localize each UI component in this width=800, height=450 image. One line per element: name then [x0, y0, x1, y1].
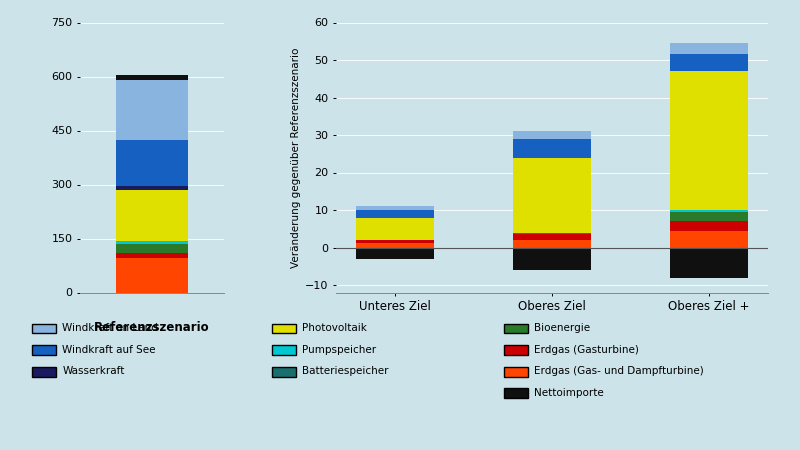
Bar [116, 80, 188, 140]
Text: Nettoimporte: Nettoimporte [534, 388, 604, 398]
Bar [116, 190, 188, 241]
Bar [116, 186, 188, 190]
Bar [116, 140, 188, 186]
Bar [116, 244, 188, 253]
Bar [670, 248, 748, 278]
Text: Erdgas (Gas- und Dampfturbine): Erdgas (Gas- und Dampfturbine) [534, 366, 704, 376]
Bar [356, 248, 434, 259]
Bar [356, 206, 434, 210]
Text: Windkraft an Land: Windkraft an Land [62, 323, 158, 333]
Bar [670, 212, 748, 221]
Bar [513, 248, 591, 270]
Bar [356, 240, 434, 243]
Bar [670, 210, 748, 212]
Bar [513, 139, 591, 158]
Bar [670, 43, 748, 54]
Bar [670, 71, 748, 210]
Text: Windkraft auf See: Windkraft auf See [62, 345, 156, 355]
Y-axis label: Veränderung gegenüber Referenzszenario: Veränderung gegenüber Referenzszenario [291, 47, 301, 268]
Text: Wasserkraft: Wasserkraft [62, 366, 125, 376]
Text: Pumpspeicher: Pumpspeicher [302, 345, 377, 355]
Bar [513, 234, 591, 240]
Bar [513, 240, 591, 248]
Bar [513, 131, 591, 139]
Bar [116, 258, 188, 292]
Bar [116, 253, 188, 258]
Text: Bioenergie: Bioenergie [534, 323, 590, 333]
Bar [513, 158, 591, 233]
Bar [670, 221, 748, 230]
Text: Batteriespeicher: Batteriespeicher [302, 366, 389, 376]
Text: Referenzszenario: Referenzszenario [94, 321, 210, 334]
Bar [670, 54, 748, 71]
Bar [670, 230, 748, 248]
Bar [356, 217, 434, 240]
Bar [116, 75, 188, 80]
Text: Erdgas (Gasturbine): Erdgas (Gasturbine) [534, 345, 639, 355]
Bar [513, 233, 591, 234]
Bar [356, 243, 434, 248]
Text: Photovoltaik: Photovoltaik [302, 323, 367, 333]
Bar [356, 210, 434, 217]
Bar [116, 241, 188, 244]
